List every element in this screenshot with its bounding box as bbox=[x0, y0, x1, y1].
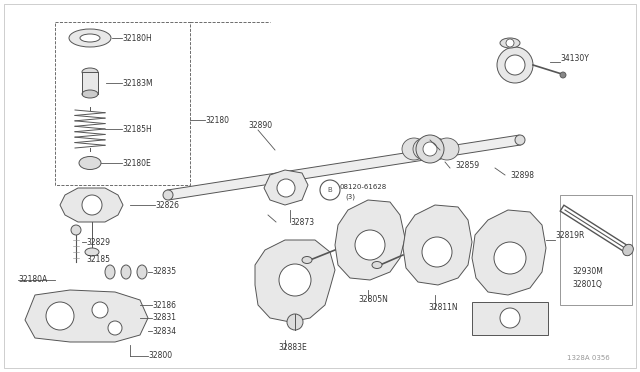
Text: 32819R: 32819R bbox=[555, 231, 584, 240]
Text: 32800: 32800 bbox=[148, 352, 172, 360]
Circle shape bbox=[500, 308, 520, 328]
Text: 32859: 32859 bbox=[455, 160, 479, 170]
Text: 32835: 32835 bbox=[152, 267, 176, 276]
Circle shape bbox=[494, 242, 526, 274]
Text: 32873: 32873 bbox=[290, 218, 314, 227]
Text: 32186: 32186 bbox=[152, 301, 176, 310]
Text: 32185H: 32185H bbox=[122, 125, 152, 134]
Text: 32180E: 32180E bbox=[122, 158, 151, 167]
Circle shape bbox=[287, 314, 303, 330]
Circle shape bbox=[92, 302, 108, 318]
Bar bbox=[82, 72, 98, 94]
Text: 32834: 32834 bbox=[152, 327, 176, 336]
Circle shape bbox=[46, 302, 74, 330]
Circle shape bbox=[506, 39, 514, 47]
Text: 32183M: 32183M bbox=[122, 78, 152, 87]
Bar bbox=[560, 195, 632, 305]
Text: 32180H: 32180H bbox=[122, 33, 152, 42]
Text: 32805N: 32805N bbox=[358, 295, 388, 305]
Ellipse shape bbox=[515, 135, 525, 145]
Text: (3): (3) bbox=[345, 194, 355, 200]
Ellipse shape bbox=[163, 190, 173, 200]
Circle shape bbox=[355, 230, 385, 260]
Ellipse shape bbox=[424, 138, 448, 160]
Ellipse shape bbox=[121, 265, 131, 279]
Polygon shape bbox=[25, 290, 148, 342]
Text: 32811N: 32811N bbox=[428, 304, 458, 312]
Circle shape bbox=[108, 321, 122, 335]
Text: 32801Q: 32801Q bbox=[572, 280, 602, 289]
Circle shape bbox=[277, 179, 295, 197]
Ellipse shape bbox=[137, 265, 147, 279]
Circle shape bbox=[279, 264, 311, 296]
Ellipse shape bbox=[105, 265, 115, 279]
Circle shape bbox=[82, 195, 102, 215]
Ellipse shape bbox=[435, 138, 459, 160]
Polygon shape bbox=[472, 302, 548, 335]
Text: 32180: 32180 bbox=[205, 115, 229, 125]
Polygon shape bbox=[60, 188, 123, 222]
Text: 32883E: 32883E bbox=[278, 343, 307, 353]
Text: 32180A: 32180A bbox=[18, 276, 47, 285]
Text: 32826: 32826 bbox=[155, 201, 179, 209]
Ellipse shape bbox=[497, 47, 533, 83]
Ellipse shape bbox=[505, 55, 525, 75]
Ellipse shape bbox=[423, 142, 437, 156]
Ellipse shape bbox=[69, 29, 111, 47]
Text: 32185: 32185 bbox=[86, 256, 110, 264]
Ellipse shape bbox=[372, 262, 382, 269]
Polygon shape bbox=[264, 170, 308, 205]
Ellipse shape bbox=[302, 257, 312, 263]
Circle shape bbox=[422, 237, 452, 267]
Circle shape bbox=[71, 225, 81, 235]
Ellipse shape bbox=[402, 138, 426, 160]
Ellipse shape bbox=[85, 248, 99, 256]
Text: 32890: 32890 bbox=[248, 121, 272, 129]
Text: 32930M: 32930M bbox=[572, 267, 603, 276]
Polygon shape bbox=[472, 210, 546, 295]
Text: 08120-61628: 08120-61628 bbox=[340, 184, 387, 190]
Ellipse shape bbox=[623, 244, 634, 256]
Text: 32831: 32831 bbox=[152, 314, 176, 323]
Ellipse shape bbox=[82, 68, 98, 76]
Ellipse shape bbox=[82, 90, 98, 98]
Ellipse shape bbox=[79, 157, 101, 170]
Text: 34130Y: 34130Y bbox=[560, 54, 589, 62]
Circle shape bbox=[320, 180, 340, 200]
Text: 1328A 0356: 1328A 0356 bbox=[567, 355, 610, 361]
Text: B: B bbox=[328, 187, 332, 193]
Ellipse shape bbox=[500, 38, 520, 48]
Polygon shape bbox=[255, 240, 335, 322]
Polygon shape bbox=[167, 135, 521, 200]
Ellipse shape bbox=[413, 138, 437, 160]
Text: 32898: 32898 bbox=[510, 170, 534, 180]
Ellipse shape bbox=[80, 34, 100, 42]
Circle shape bbox=[560, 72, 566, 78]
Ellipse shape bbox=[416, 135, 444, 163]
Polygon shape bbox=[403, 205, 472, 285]
Polygon shape bbox=[335, 200, 405, 280]
Text: 32829: 32829 bbox=[86, 237, 110, 247]
